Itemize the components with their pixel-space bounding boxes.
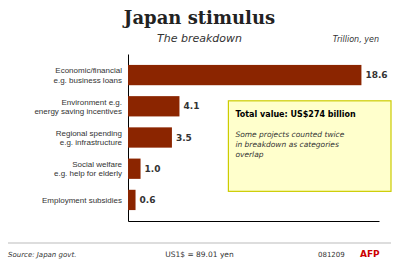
y-tick-label-line: e.g. business loans bbox=[54, 76, 123, 85]
y-tick: Environment e.g.energy saving incentives bbox=[34, 98, 128, 117]
y-tick: Social welfaree.g. help for elderly bbox=[54, 160, 128, 179]
y-tick-label-line: Social welfare bbox=[72, 160, 122, 169]
data-label: 18.6 bbox=[365, 70, 387, 80]
y-tick-label: Economic/financiale.g. business loans bbox=[54, 66, 123, 85]
agency: AFP bbox=[360, 249, 380, 259]
title: Japan stimulus bbox=[122, 7, 275, 28]
source: Source: Japan govt. bbox=[8, 251, 76, 259]
date: 081209 bbox=[318, 251, 345, 259]
y-tick-label-line: Economic/financial bbox=[55, 66, 122, 75]
data-label: 0.6 bbox=[140, 195, 156, 205]
bar bbox=[128, 190, 136, 210]
x-axis bbox=[129, 221, 380, 222]
data-label: 1.0 bbox=[145, 164, 161, 174]
y-tick: Employment subsidies bbox=[42, 196, 128, 205]
plot: Economic/financiale.g. business loans Env… bbox=[34, 55, 387, 222]
note-body-line: Some projects counted twice bbox=[235, 130, 344, 139]
y-tick-label: Employment subsidies bbox=[42, 196, 122, 205]
subtitle: The breakdown bbox=[157, 32, 242, 45]
note-body-line: in breakdown as categories bbox=[235, 140, 339, 149]
note-body-line: overlap bbox=[235, 150, 263, 159]
bar bbox=[128, 96, 179, 116]
y-tick-label-line: e.g. infrastructure bbox=[60, 138, 123, 147]
y-tick-label: Regional spendinge.g. infrastructure bbox=[56, 129, 123, 148]
bar bbox=[128, 65, 361, 85]
y-axis: Economic/financiale.g. business loans Env… bbox=[34, 55, 128, 222]
x-axis-label: Trillion, yen bbox=[333, 35, 379, 44]
note-box bbox=[228, 101, 391, 192]
bar bbox=[128, 127, 172, 147]
note-title: Total value: US$274 billion bbox=[235, 110, 356, 119]
data-label: 3.5 bbox=[176, 133, 192, 143]
y-tick-label-line: Employment subsidies bbox=[42, 196, 122, 205]
y-tick-label: Environment e.g.energy saving incentives bbox=[34, 98, 122, 117]
y-tick: Regional spendinge.g. infrastructure bbox=[56, 129, 128, 148]
chart: Japan stimulus The breakdown Trillion, yen… bbox=[0, 0, 399, 265]
x-axis-line bbox=[129, 221, 380, 222]
y-tick-label-line: Regional spending bbox=[56, 129, 122, 138]
note: Total value: US$274 billion Some projects… bbox=[228, 101, 391, 192]
exchange-rate: US1$ = 89.01 yen bbox=[165, 250, 234, 259]
y-tick-label-line: e.g. help for elderly bbox=[54, 169, 122, 178]
y-tick-label-line: energy saving incentives bbox=[34, 107, 122, 116]
note-body: Some projects counted twicein breakdown … bbox=[235, 130, 344, 159]
y-tick-label: Social welfaree.g. help for elderly bbox=[54, 160, 123, 179]
bar bbox=[128, 159, 141, 179]
y-tick: Economic/financiale.g. business loans bbox=[54, 66, 129, 85]
y-tick-label-line: Environment e.g. bbox=[62, 98, 122, 107]
data-label: 4.1 bbox=[183, 101, 199, 111]
footer-divider bbox=[8, 243, 391, 244]
